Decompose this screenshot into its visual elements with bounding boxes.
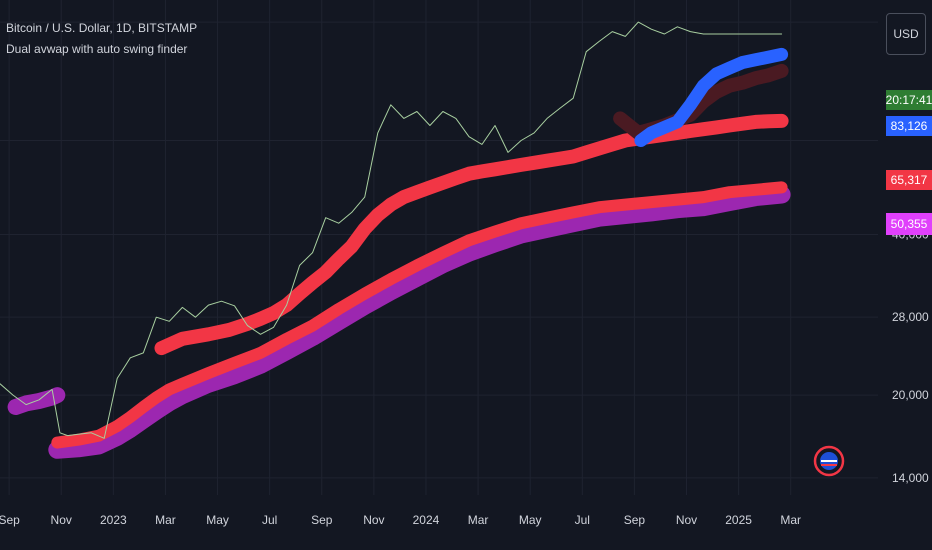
currency-button[interactable]: USD xyxy=(886,13,926,55)
x-tick-label: Sep xyxy=(311,513,333,527)
chart-symbol-title: Bitcoin / U.S. Dollar, 1D, BITSTAMP xyxy=(6,21,198,35)
y-tick-label: 20,000 xyxy=(892,388,929,402)
magenta-band-price-label: 50,355 xyxy=(886,213,932,235)
clock-price-label: 20:17:41 xyxy=(886,90,932,110)
y-tick-label: 28,000 xyxy=(892,310,929,324)
series-blue-band xyxy=(634,47,789,147)
series-price xyxy=(0,21,783,439)
x-tick-label: Mar xyxy=(468,513,489,527)
x-tick-label: May xyxy=(206,513,229,527)
x-tick-label: 2023 xyxy=(100,513,127,527)
blue-band-price-label: 83,126 xyxy=(886,116,932,136)
x-tick-label: Jul xyxy=(575,513,590,527)
x-tick-label: Nov xyxy=(363,513,384,527)
x-tick-label: May xyxy=(519,513,542,527)
series-red-upper xyxy=(154,113,789,356)
x-tick-label: Mar xyxy=(780,513,801,527)
x-tick-label: Jul xyxy=(262,513,277,527)
x-tick-label: 2024 xyxy=(413,513,440,527)
flag-icon[interactable] xyxy=(813,445,845,477)
grid-lines xyxy=(0,0,878,495)
x-tick-label: Sep xyxy=(624,513,646,527)
indicator-name[interactable]: Dual avwap with auto swing finder xyxy=(6,42,188,56)
series-red-lower xyxy=(51,181,788,449)
x-tick-label: 2025 xyxy=(725,513,752,527)
x-tick-label: Mar xyxy=(155,513,176,527)
x-axis: Sep Nov 2023 Mar May Jul Sep Nov 2024 Mar May Jul Se… xyxy=(0,513,801,527)
x-tick-label: Sep xyxy=(0,513,20,527)
y-tick-label: 14,000 xyxy=(892,471,929,485)
red-band-price-label: 65,317 xyxy=(886,170,932,190)
x-tick-label: Nov xyxy=(51,513,72,527)
x-tick-label: Nov xyxy=(676,513,697,527)
series-layer xyxy=(0,21,791,459)
series-purple xyxy=(48,185,791,459)
